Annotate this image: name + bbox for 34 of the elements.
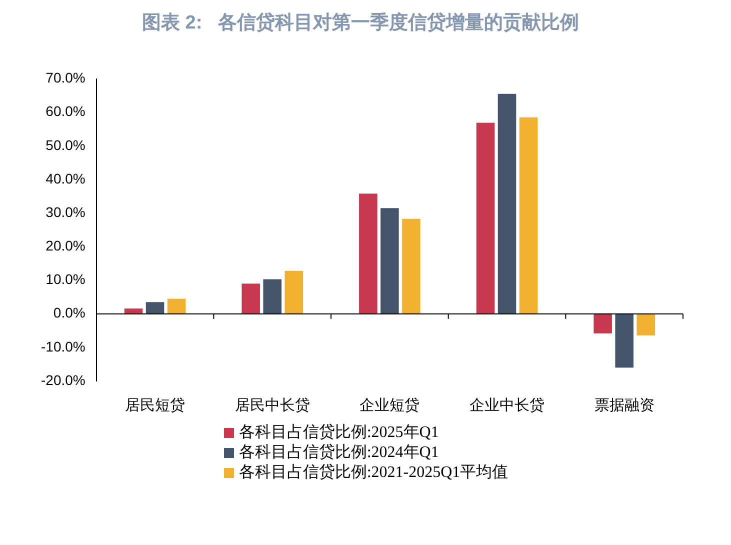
bar: [636, 314, 655, 336]
bar: [498, 94, 516, 314]
bar: [359, 194, 378, 314]
bar: [476, 122, 495, 314]
x-tick-label: 票据融资: [594, 396, 654, 414]
y-tick-label: 30.0%: [46, 204, 86, 220]
x-tick-label: 企业中长贷: [470, 396, 545, 414]
bar: [380, 208, 399, 314]
y-tick-label: -10.0%: [41, 338, 86, 354]
bar: [124, 308, 143, 314]
bar: [594, 314, 612, 334]
bar: [263, 279, 282, 314]
bar: [167, 298, 186, 314]
y-tick-label: 10.0%: [46, 271, 86, 288]
bar: [615, 314, 634, 368]
chart-title: 图表 2: 各信贷科目对第一季度信贷增量的贡献比例: [142, 12, 580, 34]
legend-label: 各科目占信贷比例:2025年Q1: [238, 423, 439, 443]
y-tick-label: 40.0%: [46, 170, 86, 186]
bar: [242, 284, 260, 314]
bar: [284, 270, 304, 314]
y-tick-label: 20.0%: [46, 238, 86, 254]
y-tick-label: 0.0%: [53, 304, 86, 321]
legend-label: 各科目占信贷比例:2024年Q1: [238, 443, 439, 463]
bar: [402, 218, 420, 314]
y-tick-label: -20.0%: [41, 372, 86, 388]
x-tick-label: 居民短贷: [125, 396, 186, 414]
y-tick-label: 70.0%: [46, 70, 86, 86]
x-tick-label: 企业短贷: [360, 396, 420, 414]
bar: [519, 117, 538, 314]
legend-label: 各科目占信贷比例:2021-2025Q1平均值: [238, 463, 508, 483]
y-tick-label: 60.0%: [46, 103, 86, 120]
bar: [146, 302, 164, 314]
x-tick-label: 居民中长贷: [234, 396, 310, 414]
y-tick-label: 50.0%: [46, 136, 86, 153]
